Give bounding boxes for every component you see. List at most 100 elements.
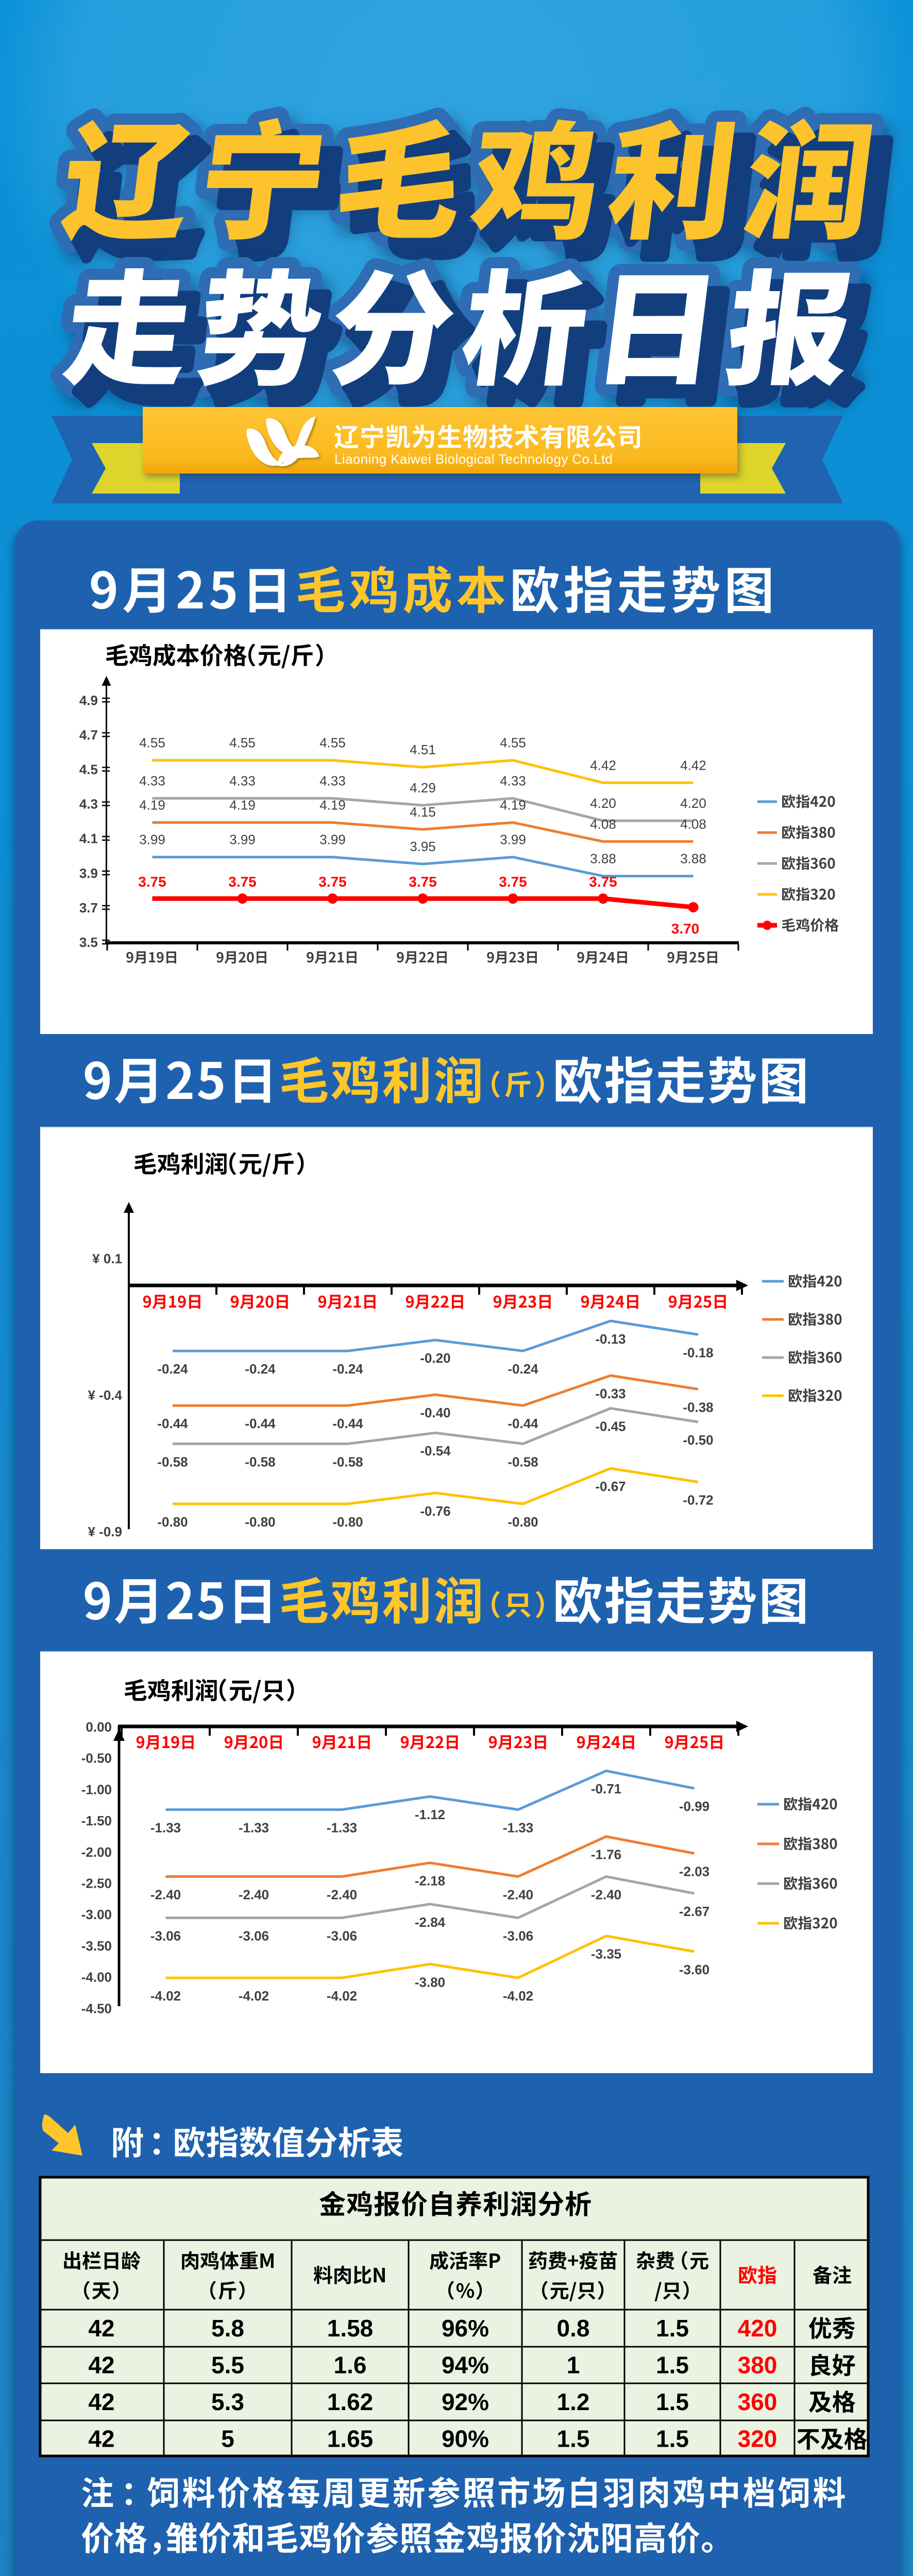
svg-text:-0.50: -0.50 <box>81 1751 112 1766</box>
svg-text:-0.58: -0.58 <box>332 1454 363 1469</box>
svg-text:¥ -0.9: ¥ -0.9 <box>88 1524 123 1539</box>
svg-text:3.5: 3.5 <box>79 935 98 950</box>
svg-text:-4.02: -4.02 <box>503 1988 533 2004</box>
svg-text:4.42: 4.42 <box>590 757 616 773</box>
svg-text:-0.80: -0.80 <box>332 1514 363 1530</box>
svg-text:-4.02: -4.02 <box>239 1988 269 2004</box>
svg-text:-0.67: -0.67 <box>595 1479 625 1494</box>
svg-text:-0.33: -0.33 <box>595 1386 625 1401</box>
svg-text:4.20: 4.20 <box>590 795 616 811</box>
svg-text:-0.38: -0.38 <box>683 1399 713 1415</box>
svg-text:-3.06: -3.06 <box>327 1928 357 1944</box>
svg-text:3.70: 3.70 <box>671 921 700 937</box>
svg-text:4.9: 4.9 <box>79 692 98 708</box>
svg-text:1.5: 1.5 <box>656 2352 689 2379</box>
svg-text:3.88: 3.88 <box>590 851 616 867</box>
svg-text:-0.44: -0.44 <box>245 1416 276 1431</box>
svg-text:-2.67: -2.67 <box>679 1904 709 1919</box>
svg-text:3.75: 3.75 <box>228 874 257 890</box>
svg-text:4.33: 4.33 <box>319 773 346 789</box>
svg-text:-0.72: -0.72 <box>683 1493 713 1508</box>
svg-text:-2.00: -2.00 <box>81 1844 112 1860</box>
svg-text:-0.54: -0.54 <box>420 1443 451 1459</box>
svg-text:-2.50: -2.50 <box>81 1876 112 1891</box>
svg-text:380: 380 <box>738 2352 777 2379</box>
svg-text:1.5: 1.5 <box>656 2315 689 2342</box>
svg-text:-0.80: -0.80 <box>245 1514 275 1530</box>
svg-text:4.19: 4.19 <box>229 798 256 813</box>
svg-text:-4.02: -4.02 <box>327 1988 357 2004</box>
svg-text:3.75: 3.75 <box>138 874 166 890</box>
svg-text:3.99: 3.99 <box>500 832 526 848</box>
svg-text:4.33: 4.33 <box>229 773 256 789</box>
svg-text:-2.40: -2.40 <box>503 1887 533 1902</box>
svg-text:-3.50: -3.50 <box>81 1938 112 1954</box>
svg-text:3.75: 3.75 <box>499 874 527 890</box>
svg-text:4.19: 4.19 <box>139 798 165 813</box>
svg-text:4.5: 4.5 <box>79 762 98 777</box>
svg-text:4.51: 4.51 <box>410 742 436 757</box>
svg-text:-3.60: -3.60 <box>679 1962 709 1977</box>
svg-text:92%: 92% <box>442 2388 489 2415</box>
svg-text:5.3: 5.3 <box>211 2388 244 2415</box>
svg-text:-0.76: -0.76 <box>420 1503 450 1519</box>
svg-text:4.08: 4.08 <box>590 816 616 832</box>
svg-text:0.8: 0.8 <box>557 2315 590 2342</box>
svg-text:-2.40: -2.40 <box>591 1887 621 1902</box>
svg-text:¥ -0.4: ¥ -0.4 <box>88 1387 123 1403</box>
svg-text:-0.99: -0.99 <box>679 1799 709 1814</box>
svg-text:4.55: 4.55 <box>319 735 346 751</box>
svg-text:94%: 94% <box>442 2352 489 2379</box>
svg-text:-4.02: -4.02 <box>150 1988 181 2004</box>
svg-text:-1.33: -1.33 <box>239 1820 269 1836</box>
svg-text:-3.00: -3.00 <box>81 1907 112 1922</box>
svg-text:1: 1 <box>567 2352 580 2379</box>
svg-text:3.95: 3.95 <box>410 839 436 854</box>
svg-text:-1.33: -1.33 <box>150 1820 181 1836</box>
svg-text:-0.44: -0.44 <box>157 1416 188 1431</box>
svg-text:-0.45: -0.45 <box>595 1419 625 1434</box>
svg-text:42: 42 <box>88 2426 114 2452</box>
svg-text:3.75: 3.75 <box>589 874 617 890</box>
svg-text:42: 42 <box>88 2315 114 2342</box>
svg-text:-0.50: -0.50 <box>683 1432 713 1448</box>
svg-text:1.5: 1.5 <box>656 2388 689 2415</box>
svg-text:1.62: 1.62 <box>327 2388 374 2415</box>
svg-text:420: 420 <box>738 2315 777 2342</box>
svg-text:1.65: 1.65 <box>327 2426 374 2452</box>
svg-text:-0.58: -0.58 <box>157 1454 188 1469</box>
svg-text:4.19: 4.19 <box>319 798 346 813</box>
svg-text:4.55: 4.55 <box>500 735 526 751</box>
svg-text:4.42: 4.42 <box>680 757 706 773</box>
svg-text:4.33: 4.33 <box>500 773 526 789</box>
svg-text:-1.12: -1.12 <box>415 1807 445 1822</box>
svg-text:-1.50: -1.50 <box>81 1813 112 1828</box>
svg-text:-4.50: -4.50 <box>81 2001 112 2016</box>
svg-text:3.88: 3.88 <box>680 851 706 867</box>
svg-text:-0.80: -0.80 <box>157 1514 188 1530</box>
svg-text:-2.18: -2.18 <box>415 1873 445 1889</box>
svg-text:-2.84: -2.84 <box>415 1914 446 1930</box>
svg-text:4.19: 4.19 <box>500 798 526 813</box>
svg-text:-1.33: -1.33 <box>327 1820 357 1836</box>
svg-text:-3.06: -3.06 <box>239 1928 269 1944</box>
svg-text:-2.40: -2.40 <box>327 1887 357 1902</box>
svg-text:-0.24: -0.24 <box>157 1361 188 1377</box>
svg-text:-0.44: -0.44 <box>508 1416 538 1431</box>
svg-text:-0.20: -0.20 <box>420 1350 450 1366</box>
svg-text:-2.40: -2.40 <box>150 1887 181 1902</box>
svg-text:3.99: 3.99 <box>319 832 346 848</box>
svg-text:4.33: 4.33 <box>139 773 165 789</box>
svg-text:4.1: 4.1 <box>79 831 98 846</box>
svg-text:-0.24: -0.24 <box>508 1361 538 1377</box>
svg-text:-3.06: -3.06 <box>150 1928 181 1944</box>
svg-text:-1.33: -1.33 <box>503 1820 533 1836</box>
svg-text:3.99: 3.99 <box>139 832 165 848</box>
svg-text:5: 5 <box>221 2426 234 2452</box>
svg-text:4.29: 4.29 <box>410 780 436 795</box>
svg-text:4.3: 4.3 <box>79 796 98 812</box>
svg-text:3.75: 3.75 <box>318 874 347 890</box>
svg-text:-3.35: -3.35 <box>591 1946 621 1962</box>
svg-text:-4.00: -4.00 <box>81 1970 112 1985</box>
svg-text:42: 42 <box>88 2388 114 2415</box>
